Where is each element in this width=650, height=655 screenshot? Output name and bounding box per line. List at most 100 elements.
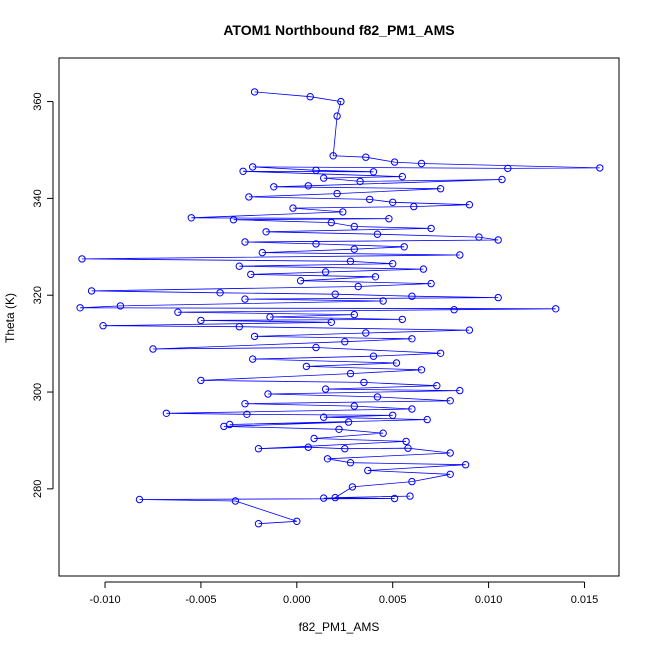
data-point	[465, 201, 474, 209]
data-point	[174, 308, 182, 316]
data-point	[398, 315, 406, 324]
data-point	[350, 245, 358, 253]
y-tick-label: 300	[32, 383, 44, 401]
data-point	[302, 362, 311, 371]
data-point	[247, 270, 255, 279]
data-point	[373, 393, 382, 401]
data-point	[304, 443, 312, 451]
data-point	[461, 461, 470, 469]
data-point	[262, 228, 270, 236]
data-point	[87, 287, 96, 295]
data-point	[408, 477, 416, 486]
data-point	[116, 302, 125, 310]
data-point	[369, 168, 378, 176]
x-tick-label: 0.010	[475, 594, 503, 606]
data-point	[379, 297, 387, 305]
data-point	[250, 332, 259, 341]
data-point	[354, 282, 362, 291]
data-point	[475, 233, 483, 241]
data-point	[239, 167, 247, 176]
data-point	[417, 159, 426, 168]
data-point	[323, 455, 332, 463]
data-point	[241, 400, 249, 408]
data-point	[296, 277, 305, 285]
data-point	[362, 153, 370, 161]
data-point	[427, 224, 435, 233]
data-point	[379, 429, 387, 437]
data-point	[266, 313, 274, 321]
data-point	[312, 166, 320, 175]
data-point	[220, 422, 228, 431]
data-point	[254, 520, 263, 528]
data-point	[433, 382, 441, 390]
data-point	[333, 189, 341, 198]
data-point	[385, 215, 393, 223]
data-point	[417, 366, 426, 374]
data-point	[341, 445, 349, 453]
data-point	[249, 355, 257, 363]
data-point	[187, 214, 196, 222]
data-point	[406, 492, 414, 500]
y-tick-label: 360	[32, 92, 44, 110]
data-point	[250, 88, 259, 96]
data-point	[366, 195, 374, 204]
data-point	[494, 293, 502, 302]
data-point	[243, 410, 251, 418]
data-point	[436, 185, 445, 193]
plot-frame	[58, 57, 620, 577]
data-point	[427, 279, 435, 288]
data-point	[99, 322, 107, 330]
data-point	[390, 158, 399, 166]
data-point	[419, 265, 428, 273]
data-point	[76, 304, 84, 312]
data-point	[389, 198, 397, 207]
series-line	[80, 91, 600, 525]
data-point	[249, 163, 257, 171]
data-point	[410, 202, 418, 211]
y-tick-label: 320	[32, 286, 44, 304]
data-point	[408, 335, 416, 343]
data-point	[258, 248, 266, 257]
data-point	[402, 437, 410, 446]
data-point	[346, 369, 355, 378]
data-point	[331, 290, 339, 298]
data-point	[229, 216, 238, 224]
data-point	[321, 385, 330, 393]
y-tick-label: 280	[32, 480, 44, 498]
data-point	[231, 497, 240, 505]
data-point	[235, 323, 244, 331]
data-point	[320, 413, 328, 421]
data-point	[348, 483, 357, 491]
data-point	[264, 390, 272, 398]
data-point	[364, 466, 372, 475]
data-point	[241, 295, 249, 303]
data-point	[216, 289, 224, 297]
data-point	[504, 164, 512, 173]
data-point	[293, 517, 301, 525]
data-point	[235, 262, 244, 270]
data-point	[446, 449, 454, 457]
data-point	[423, 415, 431, 424]
data-point	[197, 376, 205, 385]
data-point	[408, 292, 416, 300]
data-point	[400, 243, 408, 251]
data-point	[408, 405, 416, 413]
y-tick-label: 340	[32, 189, 44, 207]
x-tick-label: -0.010	[89, 594, 120, 606]
data-point	[389, 260, 397, 268]
data-point	[450, 306, 458, 314]
data-point	[552, 305, 560, 313]
data-point	[337, 97, 345, 106]
data-point	[245, 193, 253, 201]
data-point	[392, 359, 401, 367]
data-point	[446, 470, 454, 478]
data-point	[465, 326, 474, 334]
data-point	[320, 174, 328, 182]
data-point	[404, 444, 412, 452]
data-point	[346, 257, 355, 265]
data-point	[356, 177, 364, 186]
data-point	[333, 112, 341, 120]
data-point	[360, 378, 368, 387]
data-point	[456, 251, 464, 259]
data-point	[312, 343, 320, 352]
